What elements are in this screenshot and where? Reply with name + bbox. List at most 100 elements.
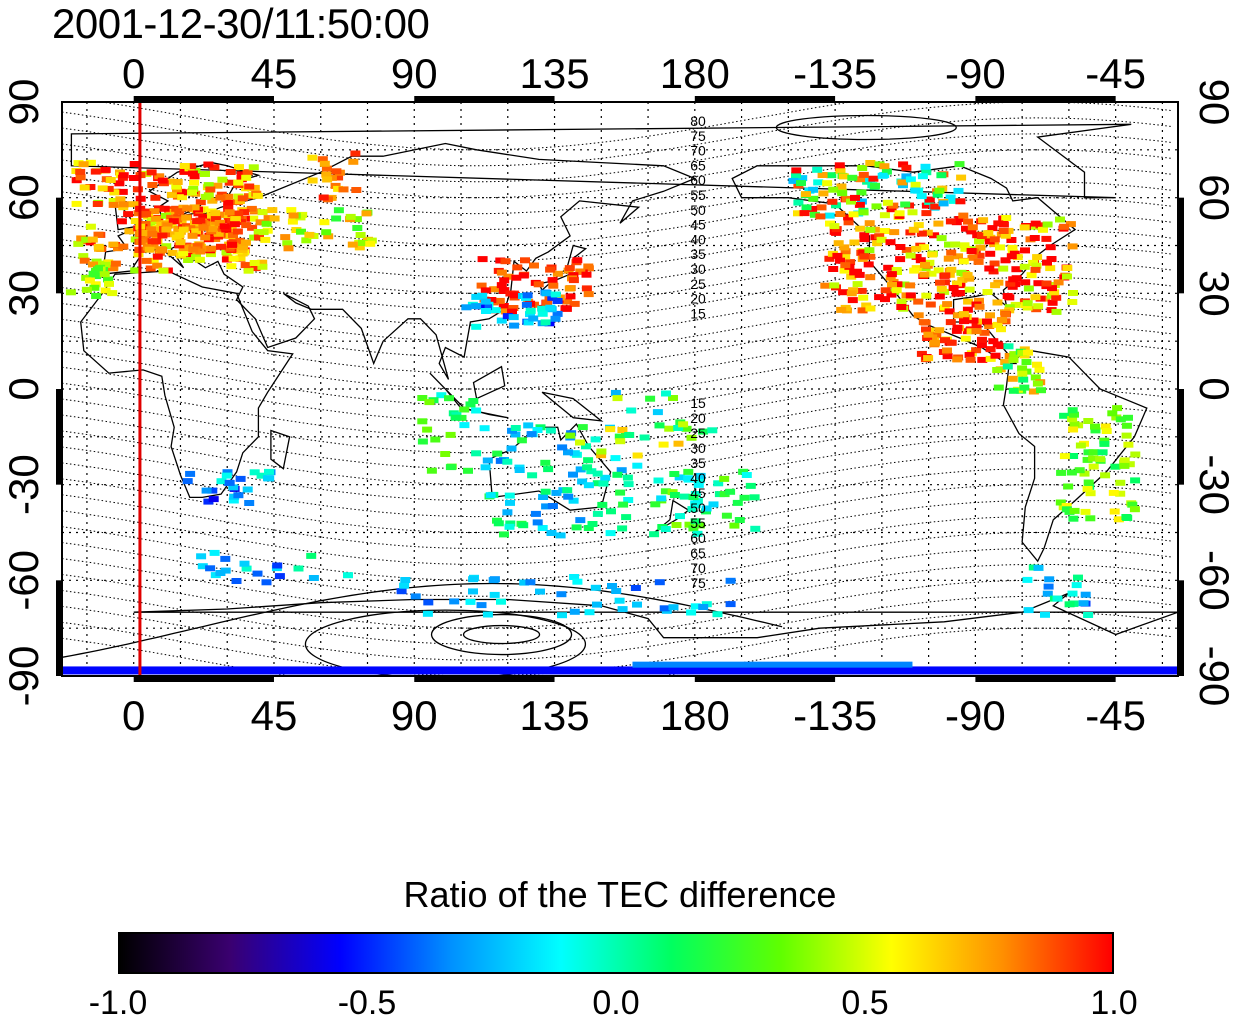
- tec-patch: [264, 468, 274, 475]
- contour-line: [62, 102, 1172, 167]
- tec-patch: [252, 192, 263, 199]
- tec-patch: [499, 531, 509, 538]
- tec-patch: [525, 579, 536, 586]
- tec-patch: [510, 431, 521, 438]
- tec-patch: [214, 220, 225, 226]
- tec-patch: [1000, 257, 1011, 264]
- tec-patch: [514, 467, 525, 473]
- tec-patch: [831, 202, 841, 209]
- tec-patch: [117, 188, 128, 195]
- tec-patch: [191, 228, 202, 235]
- tec-patch: [985, 312, 995, 319]
- tec-patch: [632, 601, 642, 608]
- tec-patch: [118, 172, 129, 179]
- tec-patch: [913, 312, 924, 319]
- tec-patch: [105, 177, 116, 183]
- tec-patch: [1062, 265, 1073, 271]
- contour-line: [62, 627, 1172, 676]
- tec-patch: [957, 276, 968, 283]
- tec-patch: [182, 478, 193, 485]
- tec-patch: [683, 475, 694, 482]
- tec-patch: [1030, 294, 1041, 301]
- tec-patch: [480, 287, 491, 294]
- tec-patch: [581, 285, 592, 292]
- tec-patch: [410, 593, 421, 600]
- tec-patch: [540, 319, 551, 326]
- tec-patch: [583, 457, 594, 464]
- tec-patch: [232, 237, 243, 244]
- tec-patch: [152, 253, 163, 260]
- tec-patch: [668, 604, 679, 611]
- tec-patch: [856, 189, 867, 196]
- tec-patch: [203, 182, 214, 189]
- tec-patch: [552, 270, 563, 277]
- tec-patch: [189, 204, 200, 211]
- colorbar: [118, 932, 1114, 974]
- tec-patch: [568, 497, 579, 504]
- tec-patch: [232, 228, 243, 235]
- tec-patch: [502, 458, 513, 465]
- tec-patch: [263, 215, 274, 222]
- tec-patch: [1017, 350, 1028, 357]
- tec-patch: [974, 297, 984, 304]
- tec-patch: [575, 517, 586, 524]
- tec-patch: [177, 194, 188, 201]
- tec-patch: [547, 503, 558, 509]
- tec-patch: [152, 262, 163, 269]
- tec-patch: [857, 307, 868, 314]
- tec-patch: [225, 169, 236, 175]
- tec-patch: [1007, 375, 1018, 382]
- tec-patch: [944, 241, 954, 248]
- tec-patch: [605, 426, 616, 433]
- tec-patch: [541, 503, 552, 510]
- tec-patch: [226, 263, 237, 270]
- frame-bar: [133, 676, 274, 682]
- tec-patch: [78, 161, 89, 168]
- tec-patch: [985, 250, 996, 257]
- tec-patch: [964, 352, 975, 358]
- tec-patch: [424, 399, 435, 406]
- tec-patch: [1059, 453, 1070, 460]
- tec-patch: [161, 243, 172, 250]
- tec-patch: [961, 225, 971, 232]
- tec-patch: [729, 522, 740, 529]
- tec-patch: [846, 290, 857, 297]
- tec-patch: [307, 154, 318, 161]
- tec-patch: [209, 549, 220, 556]
- tec-patch: [321, 229, 332, 236]
- tec-patch: [922, 229, 933, 236]
- tec-patch: [583, 263, 594, 270]
- bottom-lon-tick-label: 45: [251, 692, 298, 739]
- tec-patch: [540, 459, 551, 466]
- tec-patch: [938, 200, 949, 207]
- tec-patch: [817, 172, 828, 178]
- tec-patch: [217, 176, 228, 183]
- tec-patch: [1115, 479, 1126, 486]
- tec-patch: [90, 281, 101, 288]
- tec-patch: [348, 158, 359, 165]
- tec-patch: [97, 185, 108, 192]
- tec-patch: [976, 342, 987, 349]
- tec-patch: [834, 162, 845, 169]
- tec-patch: [496, 317, 507, 324]
- tec-patch: [886, 291, 897, 298]
- tec-patch: [222, 469, 233, 476]
- tec-patch: [1032, 254, 1043, 261]
- tec-patch: [1073, 574, 1083, 581]
- tec-patch: [872, 240, 883, 247]
- tec-patch: [178, 226, 189, 233]
- tec-patch: [185, 225, 196, 232]
- tec-patch: [319, 219, 330, 226]
- tec-patch: [678, 421, 689, 428]
- tec-patch: [162, 222, 173, 229]
- tec-patch: [870, 182, 880, 189]
- tec-patch: [934, 187, 945, 194]
- tec-patch: [319, 160, 330, 167]
- tec-patch: [537, 525, 548, 531]
- tec-patch: [261, 579, 272, 586]
- tec-patch: [242, 169, 253, 176]
- tec-patch: [1046, 256, 1057, 262]
- tec-patch: [188, 246, 199, 253]
- contour-label: 45: [690, 217, 706, 233]
- tec-patch: [511, 274, 522, 281]
